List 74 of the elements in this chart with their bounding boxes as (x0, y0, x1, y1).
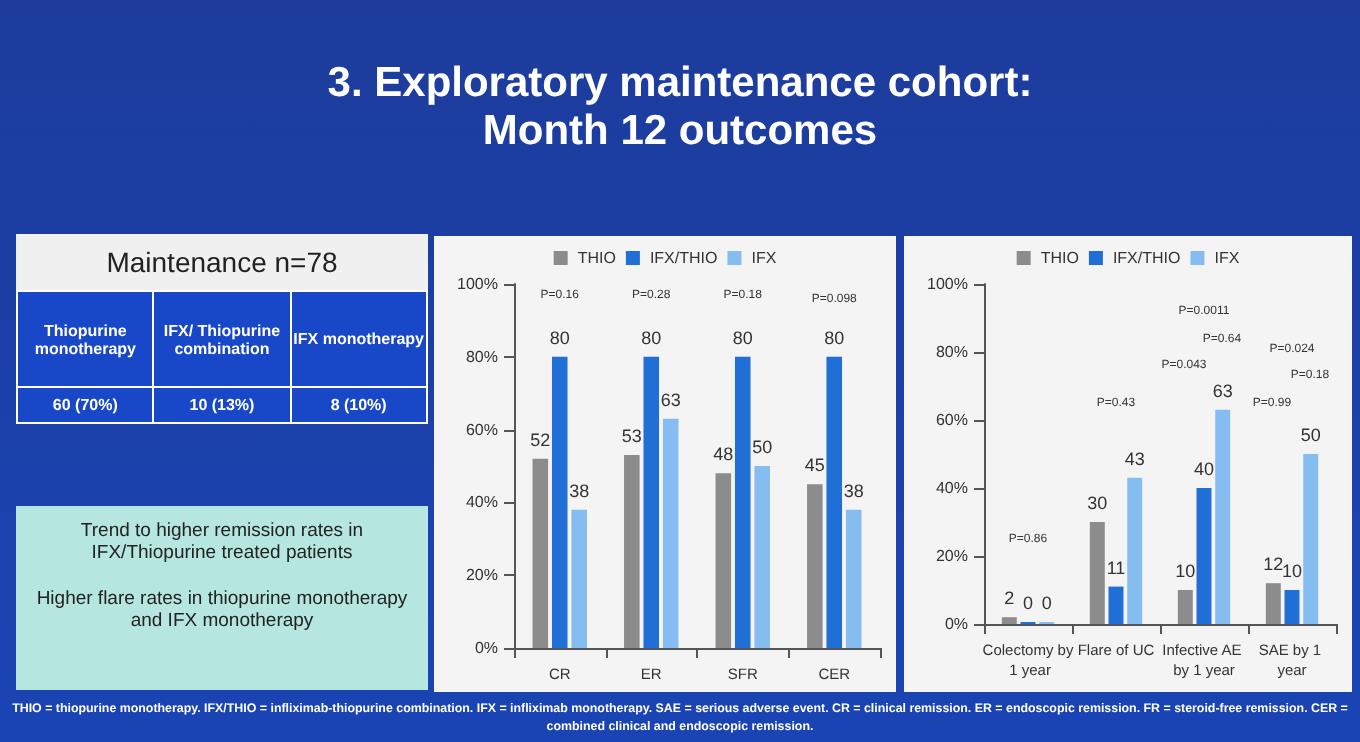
bar (845, 509, 862, 648)
data-label: 45 (804, 455, 825, 476)
data-label: 40 (1193, 459, 1215, 479)
y-tick-label: 60% (935, 411, 968, 429)
y-tick-label: 80% (935, 343, 968, 361)
bar (826, 356, 843, 648)
data-label: 52 (530, 429, 551, 450)
data-label: 38 (569, 480, 590, 501)
data-label: 0 (1041, 593, 1052, 613)
bar (1001, 617, 1017, 624)
bar (1196, 488, 1212, 624)
bar (715, 473, 732, 648)
data-label: 63 (660, 389, 681, 410)
data-label: 10 (1175, 561, 1196, 581)
legend-label: IFX/THIO (1112, 249, 1181, 267)
data-label: 80 (641, 327, 662, 348)
data-label: 80 (824, 327, 845, 348)
text: 60 (70%) (17, 387, 154, 423)
bar (1265, 583, 1281, 624)
bar (624, 455, 640, 648)
bar (807, 484, 823, 648)
text: Thiopurine monotherapy (17, 291, 154, 387)
text: IFX/ Thiopurine combination (153, 291, 291, 387)
text: 3. Exploratory maintenance cohort: Month 12 outcomes (325, 60, 1035, 156)
bar (734, 356, 751, 648)
data-label: 43 (1124, 448, 1145, 469)
bar (532, 458, 549, 648)
text: Trend to higher remission rates in IFX/Thiopurine treated patients (78, 520, 366, 564)
text: IFX monotherapy (290, 291, 427, 387)
data-label: 0 (1022, 593, 1034, 613)
legend-label: THIO (577, 249, 616, 267)
data-label: 10 (1281, 561, 1303, 581)
text: Higher flare rates in thiopurine monotherapy and IFX monotherapy (34, 588, 410, 632)
data-label: 30 (1087, 493, 1108, 513)
y-tick-label: 20% (465, 566, 498, 585)
bar (1089, 522, 1105, 624)
y-tick-label: 40% (935, 479, 968, 497)
legend-label: THIO (1040, 249, 1079, 267)
legend-label: IFX/THIO (649, 249, 718, 267)
text: Maintenance n=78 (16, 234, 428, 290)
data-label: 50 (752, 437, 773, 457)
bar (662, 418, 679, 648)
data-label: 12 (1263, 554, 1284, 575)
y-tick-label: 80% (465, 347, 498, 366)
data-label: 2 (1004, 588, 1015, 609)
bar (1215, 409, 1231, 624)
data-label: 48 (713, 444, 734, 465)
data-label: 80 (549, 327, 570, 348)
y-tick-label: 40% (465, 493, 498, 512)
data-label: 11 (1106, 557, 1126, 578)
text: 10 (13%) (153, 387, 291, 423)
bar (1108, 586, 1124, 624)
bar (1303, 454, 1319, 624)
bar (754, 466, 770, 648)
y-tick-label: 0% (944, 615, 968, 633)
y-tick-label: 100% (457, 275, 498, 293)
legend-label: IFX (751, 249, 778, 267)
data-label: 53 (621, 426, 642, 447)
bar (643, 356, 660, 648)
data-label: 80 (732, 327, 753, 348)
y-tick-label: 0% (474, 639, 498, 657)
y-tick-label: 20% (935, 547, 968, 565)
data-label: 50 (1300, 425, 1321, 445)
data-label: 63 (1212, 380, 1233, 401)
bar (551, 356, 568, 648)
legend-label: IFX (1214, 249, 1241, 267)
bar (1284, 590, 1300, 624)
bar (1127, 477, 1143, 624)
y-tick-label: 60% (465, 420, 498, 439)
text: 8 (10%) (290, 387, 427, 423)
bar (1177, 590, 1193, 624)
bar (571, 509, 587, 648)
data-label: 38 (843, 480, 864, 501)
y-tick-label: 100% (927, 275, 968, 293)
